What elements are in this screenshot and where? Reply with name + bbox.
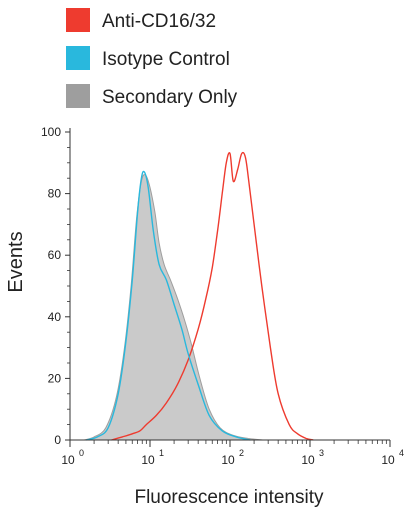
x-tick-exponent-3: 3 xyxy=(319,448,324,458)
x-tick-exponent-1: 1 xyxy=(159,448,164,458)
x-axis-label: Fluorescence intensity xyxy=(134,487,324,508)
legend-label-1: Anti-CD16/32 xyxy=(102,11,216,32)
x-tick-label-2: 10 xyxy=(221,453,235,467)
axes: Events Fluorescence intensity 0204060801… xyxy=(5,125,404,508)
x-tick-exponent-2: 2 xyxy=(239,448,244,458)
plot-area xyxy=(83,151,314,441)
y-tick-label-3: 60 xyxy=(48,248,62,262)
legend-swatch-3 xyxy=(66,84,90,108)
series-line-2 xyxy=(86,170,251,441)
x-tick-label-0: 10 xyxy=(61,453,75,467)
legend-swatch-2 xyxy=(66,46,90,70)
y-tick-label-1: 20 xyxy=(48,371,62,385)
legend-label-2: Isotype Control xyxy=(102,49,230,70)
y-tick-label-4: 80 xyxy=(48,187,62,201)
legend-swatch-1 xyxy=(66,8,90,32)
series-area-3 xyxy=(83,174,264,441)
y-tick-label-0: 0 xyxy=(54,433,61,447)
y-tick-label-5: 100 xyxy=(41,125,61,139)
x-tick-label-1: 10 xyxy=(141,453,155,467)
x-tick-label-3: 10 xyxy=(301,453,315,467)
x-tick-exponent-4: 4 xyxy=(399,448,404,458)
y-tick-label-2: 40 xyxy=(48,310,62,324)
series-line-1 xyxy=(111,151,314,441)
x-tick-label-4: 10 xyxy=(381,453,395,467)
legend: Anti-CD16/32 Isotype Control Secondary Onl… xyxy=(66,8,238,108)
x-tick-exponent-0: 0 xyxy=(79,448,84,458)
y-axis-label: Events xyxy=(5,231,27,292)
legend-label-3: Secondary Only xyxy=(102,87,238,108)
